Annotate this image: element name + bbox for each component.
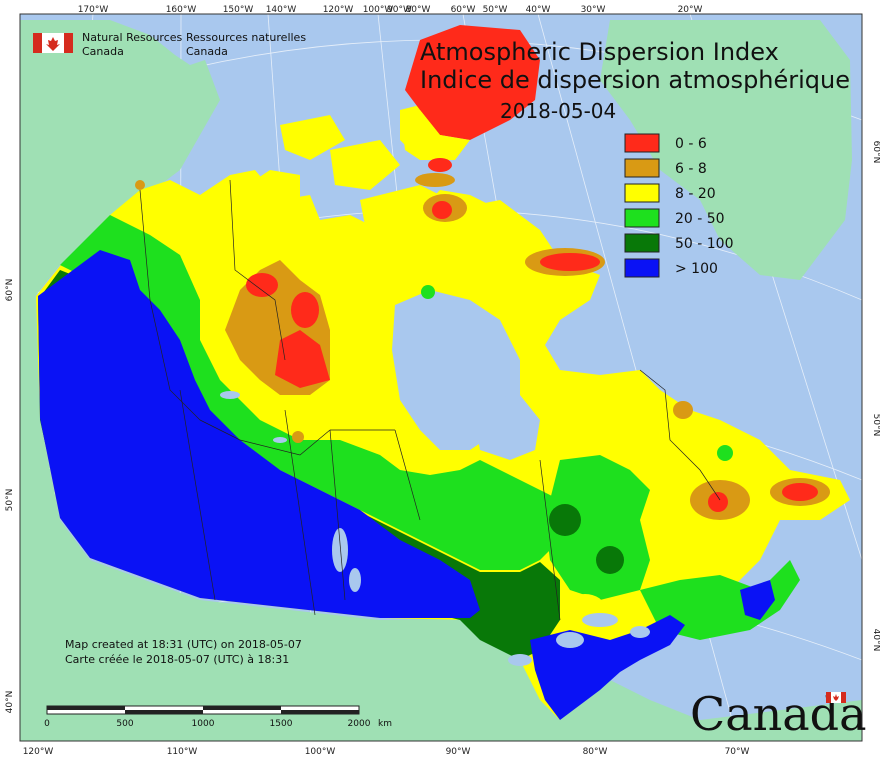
hudson-bay — [392, 290, 540, 460]
legend: 0 - 6 6 - 8 8 - 20 20 - 50 50 - 100 > 10… — [624, 133, 734, 278]
legend-swatch — [624, 233, 660, 253]
scale-label: 500 — [116, 719, 133, 729]
legend-label: 20 - 50 — [675, 211, 725, 227]
scale-label: 1000 — [192, 719, 215, 729]
legend-swatch — [624, 208, 660, 228]
wordmark-flag-icon — [826, 692, 846, 703]
top-tick-label: 30°W — [581, 5, 606, 15]
scale-unit: km — [378, 719, 392, 729]
right-tick-labels: 60°N 50°N 40°N — [871, 141, 880, 652]
flag-icon — [33, 33, 73, 53]
credit-en: Map created at 18:31 (UTC) on 2018-05-07 — [65, 638, 302, 651]
agency-name-en-2: Canada — [82, 45, 124, 58]
legend-label: 0 - 6 — [675, 136, 707, 152]
credit-fr: Carte créée le 2018-05-07 (UTC) à 18:31 — [65, 653, 289, 666]
patch-red-1 — [428, 158, 452, 172]
map-title-en: Atmospheric Dispersion Index — [420, 38, 779, 66]
ellesmere-yellow — [400, 110, 470, 160]
top-tick-label: 60°W — [451, 5, 476, 15]
right-tick-label: 60°N — [871, 141, 880, 164]
legend-label: 8 - 20 — [675, 186, 716, 202]
bottom-tick-labels: 120°W 110°W 100°W 90°W 80°W 70°W — [23, 747, 750, 757]
patch-red-west-1 — [275, 330, 330, 388]
patch-green-small-2 — [421, 285, 435, 299]
map-title-fr: Indice de dispersion atmosphérique — [420, 66, 850, 94]
top-tick-label: 120°W — [323, 5, 354, 15]
scale-bar: 0 500 1000 1500 2000 km — [44, 705, 392, 729]
top-tick-label: 50°W — [483, 5, 508, 15]
scale-label: 1500 — [270, 719, 293, 729]
bottom-tick-label: 120°W — [23, 747, 54, 757]
agency-name-fr-1: Ressources naturelles — [186, 31, 306, 44]
left-tick-labels: 60°N 50°N 40°N — [5, 279, 15, 714]
foreign-land — [20, 20, 862, 741]
map-frame — [19, 13, 863, 742]
patch-orange-small — [673, 401, 693, 419]
patch-orange-small-3 — [135, 180, 145, 190]
ellesmere-red — [405, 25, 540, 140]
legend-swatch — [624, 183, 660, 203]
patch-red-quebec — [708, 492, 728, 512]
agency-name-en-1: Natural Resources — [82, 31, 183, 44]
left-tick-label: 60°N — [5, 279, 15, 302]
bottom-tick-label: 110°W — [167, 747, 198, 757]
provincial-borders — [139, 179, 721, 621]
legend-label: 6 - 8 — [675, 161, 707, 177]
scale-label: 2000 — [348, 719, 371, 729]
agency-signature: Natural Resources Canada Ressources natu… — [33, 31, 306, 58]
lakes — [220, 391, 650, 666]
top-tick-label: 170°W — [78, 5, 109, 15]
legend-label: > 100 — [675, 261, 718, 277]
bottom-tick-label: 90°W — [446, 747, 471, 757]
blue-west — [38, 250, 480, 618]
blue-maritimes — [740, 580, 775, 620]
patch-orange-1 — [415, 173, 455, 187]
top-tick-label: 160°W — [166, 5, 197, 15]
patch-red-lab — [782, 483, 818, 501]
top-tick-label: 40°W — [526, 5, 551, 15]
left-tick-label: 40°N — [5, 691, 15, 714]
bottom-tick-label: 70°W — [725, 747, 750, 757]
agency-name-fr-2: Canada — [186, 45, 228, 58]
top-tick-label: 20°W — [678, 5, 703, 15]
right-tick-label: 40°N — [871, 629, 880, 652]
right-tick-label: 50°N — [871, 414, 880, 437]
green-band — [60, 215, 560, 570]
top-tick-label: 150°W — [223, 5, 254, 15]
left-tick-label: 50°N — [5, 489, 15, 512]
green-quebec — [545, 455, 650, 600]
top-tick-label: 100°W — [363, 5, 394, 15]
legend-swatch — [624, 133, 660, 153]
patch-orange-small-2 — [292, 431, 304, 443]
patch-red-west-2 — [291, 292, 319, 328]
top-tick-label: 80°W — [406, 5, 431, 15]
legend-swatch — [624, 158, 660, 178]
top-tick-label: 140°W — [266, 5, 297, 15]
bottom-tick-label: 80°W — [583, 747, 608, 757]
bottom-tick-label: 100°W — [305, 747, 336, 757]
patch-darkgreen-2 — [596, 546, 624, 574]
top-tick-labels: 170°W 160°W 150°W 140°W 120°W 100°W 90°W… — [78, 5, 703, 15]
legend-swatch — [624, 258, 660, 278]
legend-label: 50 - 100 — [675, 236, 734, 252]
patch-green-small — [717, 445, 733, 461]
map-date: 2018-05-04 — [500, 99, 616, 123]
patch-red-west-3 — [246, 273, 278, 297]
canada-wordmark: Canada — [690, 687, 867, 741]
patch-red-3 — [540, 253, 600, 271]
top-tick-label: 90°W — [387, 5, 412, 15]
patch-darkgreen-quebec — [549, 504, 581, 536]
scale-label: 0 — [44, 719, 50, 729]
patch-red-2 — [432, 201, 452, 219]
